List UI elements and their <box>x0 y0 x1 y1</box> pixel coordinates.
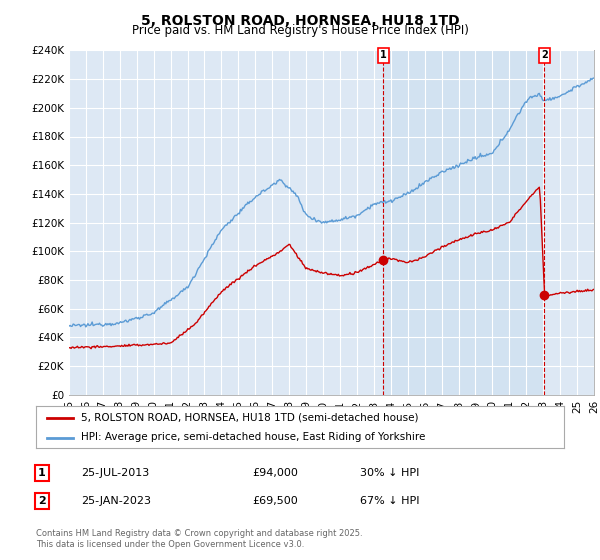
Bar <box>383 50 544 395</box>
Text: 1: 1 <box>38 468 46 478</box>
Text: 1: 1 <box>380 50 386 60</box>
Text: £69,500: £69,500 <box>252 496 298 506</box>
Text: 25-JAN-2023: 25-JAN-2023 <box>81 496 151 506</box>
Text: 2: 2 <box>541 50 548 60</box>
Text: 5, ROLSTON ROAD, HORNSEA, HU18 1TD (semi-detached house): 5, ROLSTON ROAD, HORNSEA, HU18 1TD (semi… <box>81 413 418 423</box>
Text: £94,000: £94,000 <box>252 468 298 478</box>
Text: 5, ROLSTON ROAD, HORNSEA, HU18 1TD: 5, ROLSTON ROAD, HORNSEA, HU18 1TD <box>140 14 460 28</box>
Text: HPI: Average price, semi-detached house, East Riding of Yorkshire: HPI: Average price, semi-detached house,… <box>81 432 425 442</box>
Text: Contains HM Land Registry data © Crown copyright and database right 2025.
This d: Contains HM Land Registry data © Crown c… <box>36 529 362 549</box>
Text: Price paid vs. HM Land Registry's House Price Index (HPI): Price paid vs. HM Land Registry's House … <box>131 24 469 37</box>
Text: 25-JUL-2013: 25-JUL-2013 <box>81 468 149 478</box>
Text: 67% ↓ HPI: 67% ↓ HPI <box>360 496 419 506</box>
Text: 2: 2 <box>38 496 46 506</box>
Text: 30% ↓ HPI: 30% ↓ HPI <box>360 468 419 478</box>
